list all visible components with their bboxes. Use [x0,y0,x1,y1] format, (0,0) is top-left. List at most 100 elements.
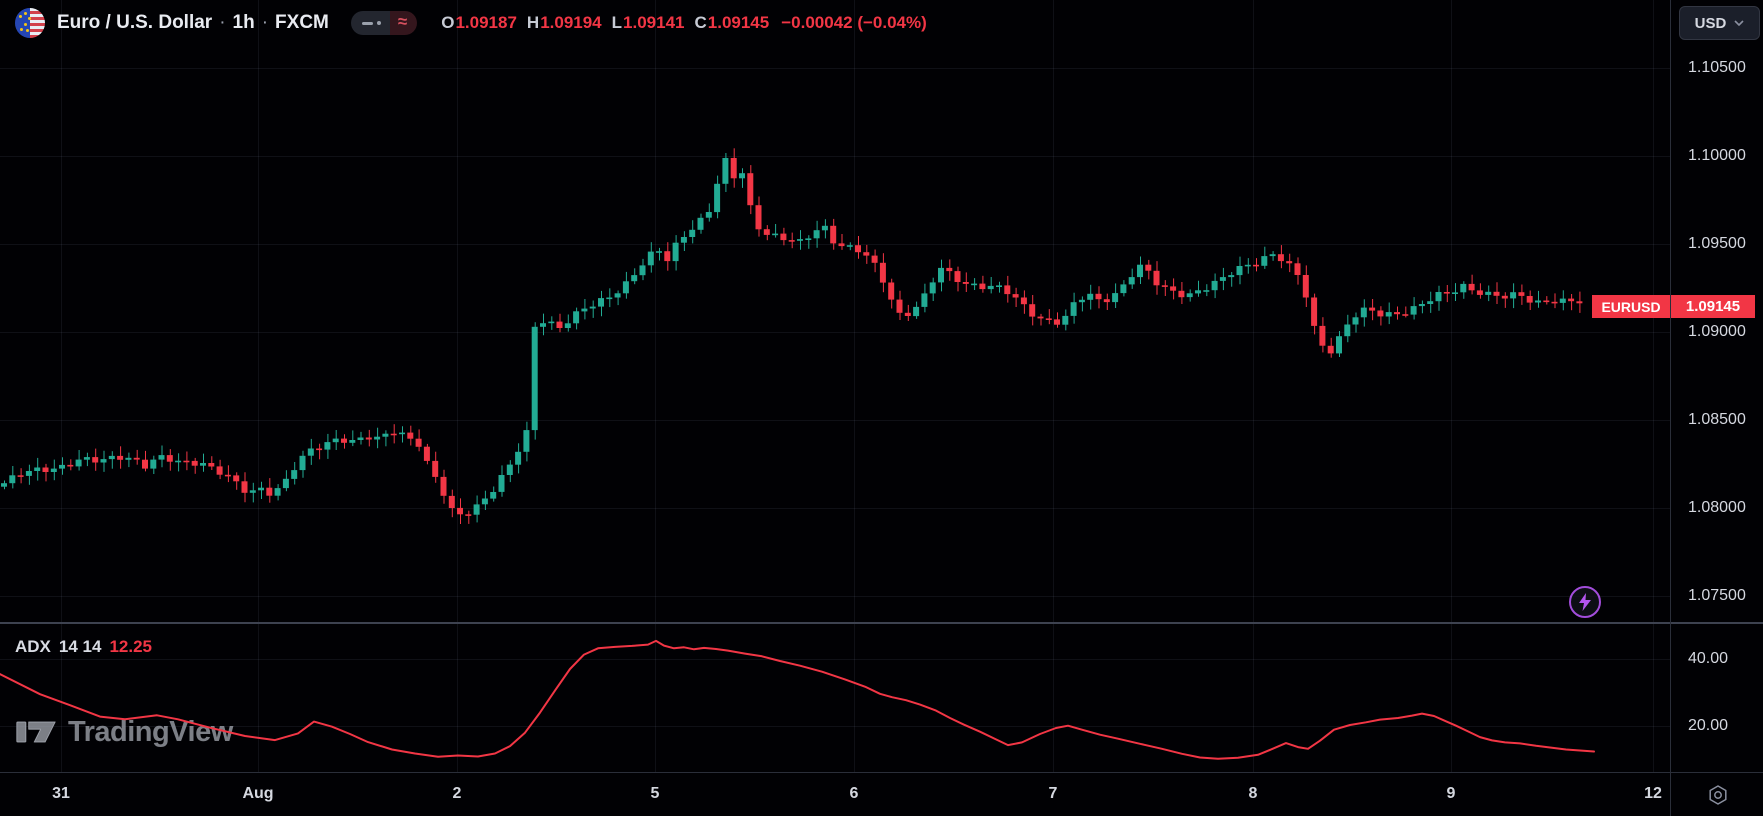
candle-body [1518,292,1525,296]
axis-settings-button[interactable] [1670,772,1763,816]
candle-body [1070,302,1077,316]
candle-body [374,436,381,440]
candle-body [573,311,580,324]
candle-body [606,297,613,300]
candle-body [75,459,82,467]
candle-body [1236,266,1243,276]
time-axis[interactable]: 31 Aug 2 5 6 7 8 9 12 [0,772,1763,816]
eurusd-flag-icon [15,8,45,38]
candle-body [200,463,206,466]
exchange-label[interactable]: FXCM [275,12,329,33]
candle-body [1020,297,1027,305]
pane-separator[interactable] [0,622,1763,624]
candle-body [9,475,16,484]
chart-header: Euro / U.S. Dollar · 1h · FXCM ≈ O 1.09187 H 1.… [15,8,927,38]
candle-body [258,487,264,491]
candle-body [1427,301,1434,304]
candle-body [954,271,961,282]
candle-body [1219,277,1226,281]
candle-body [805,238,812,240]
candle-body [772,233,779,236]
candle-body [697,217,704,230]
candle-body [1369,307,1376,311]
candle-body [34,467,41,471]
symbol-title[interactable]: Euro / U.S. Dollar · 1h · FXCM [57,12,329,34]
candle-body [241,481,248,493]
candle-body [50,468,57,472]
candle-body [523,430,530,452]
candle-body [979,283,986,290]
interval-label[interactable]: 1h [232,12,255,33]
price-axis[interactable]: USD 1.09145 1.10500 1.10000 1.09500 1.09000… [1670,0,1763,816]
candle-body [1394,312,1400,315]
candle-body [598,298,604,307]
candle-body [622,281,629,294]
candle-body [1228,275,1235,278]
candle-body [150,459,157,469]
candle-body [465,514,472,516]
candle-body [672,242,679,262]
candle-body [1103,299,1110,303]
candle-body [540,323,546,327]
candle-body [855,245,861,253]
candle-body [1178,290,1185,298]
settings-icon [1708,785,1727,805]
candle-body [714,183,721,213]
candle-body [407,432,414,439]
candle-body [788,240,795,242]
candle-body [564,323,571,328]
candle-body [1485,291,1492,295]
candle-body [1476,290,1483,295]
candle-body [1145,264,1152,271]
candle-body [1112,293,1119,303]
candle-body [349,440,356,443]
close-label: C [694,13,707,32]
candle-body [108,455,115,460]
candle-body [59,464,65,469]
currency-selector[interactable]: USD [1679,6,1760,40]
candle-body [705,212,712,218]
indicator-header[interactable]: ADX 14 14 12.25 [15,637,152,657]
candle-body [365,437,372,440]
candle-body [1336,336,1342,354]
candle-body [813,230,820,239]
candle-body [797,239,803,241]
symbol-name[interactable]: Euro / U.S. Dollar [57,12,213,33]
open-value: 1.09187 [455,13,517,32]
time-axis-label: 31 [52,785,70,802]
tradingview-watermark[interactable]: TradingView [14,712,233,752]
candle-body [689,229,696,237]
candle-body [183,460,190,463]
market-status-pill[interactable]: ≈ [350,11,418,35]
time-axis-label: 7 [1048,785,1058,802]
candle-body [1078,299,1085,303]
open-label: O [441,13,455,32]
symbol-price-label: EURUSD [1592,295,1670,318]
candle-body [457,507,463,515]
lightning-button[interactable] [1569,586,1601,618]
indicator-name[interactable]: ADX [15,637,51,656]
candle-body [432,460,439,477]
candle-body [1510,292,1517,299]
market-closed-icon [350,11,390,35]
change-value: −0.00042 (−0.04%) [781,13,927,32]
candle-body [631,275,638,282]
candle-body [1253,264,1259,267]
candle-body [415,438,422,447]
candle-body [1045,318,1052,320]
candle-body [515,451,522,465]
price-axis-label: 1.09000 [1688,323,1746,340]
price-axis-label: 1.10000 [1688,147,1746,164]
candle-body [581,308,588,312]
candle-body [1153,270,1160,286]
price-axis-label: 20.00 [1688,717,1729,734]
candle-body [548,321,555,324]
candle-body [282,478,289,489]
candle-body [191,460,198,466]
candle-body [938,267,944,283]
candle-body [440,476,447,496]
time-axis-label: 9 [1446,785,1456,802]
time-axis-label: 8 [1248,785,1258,802]
